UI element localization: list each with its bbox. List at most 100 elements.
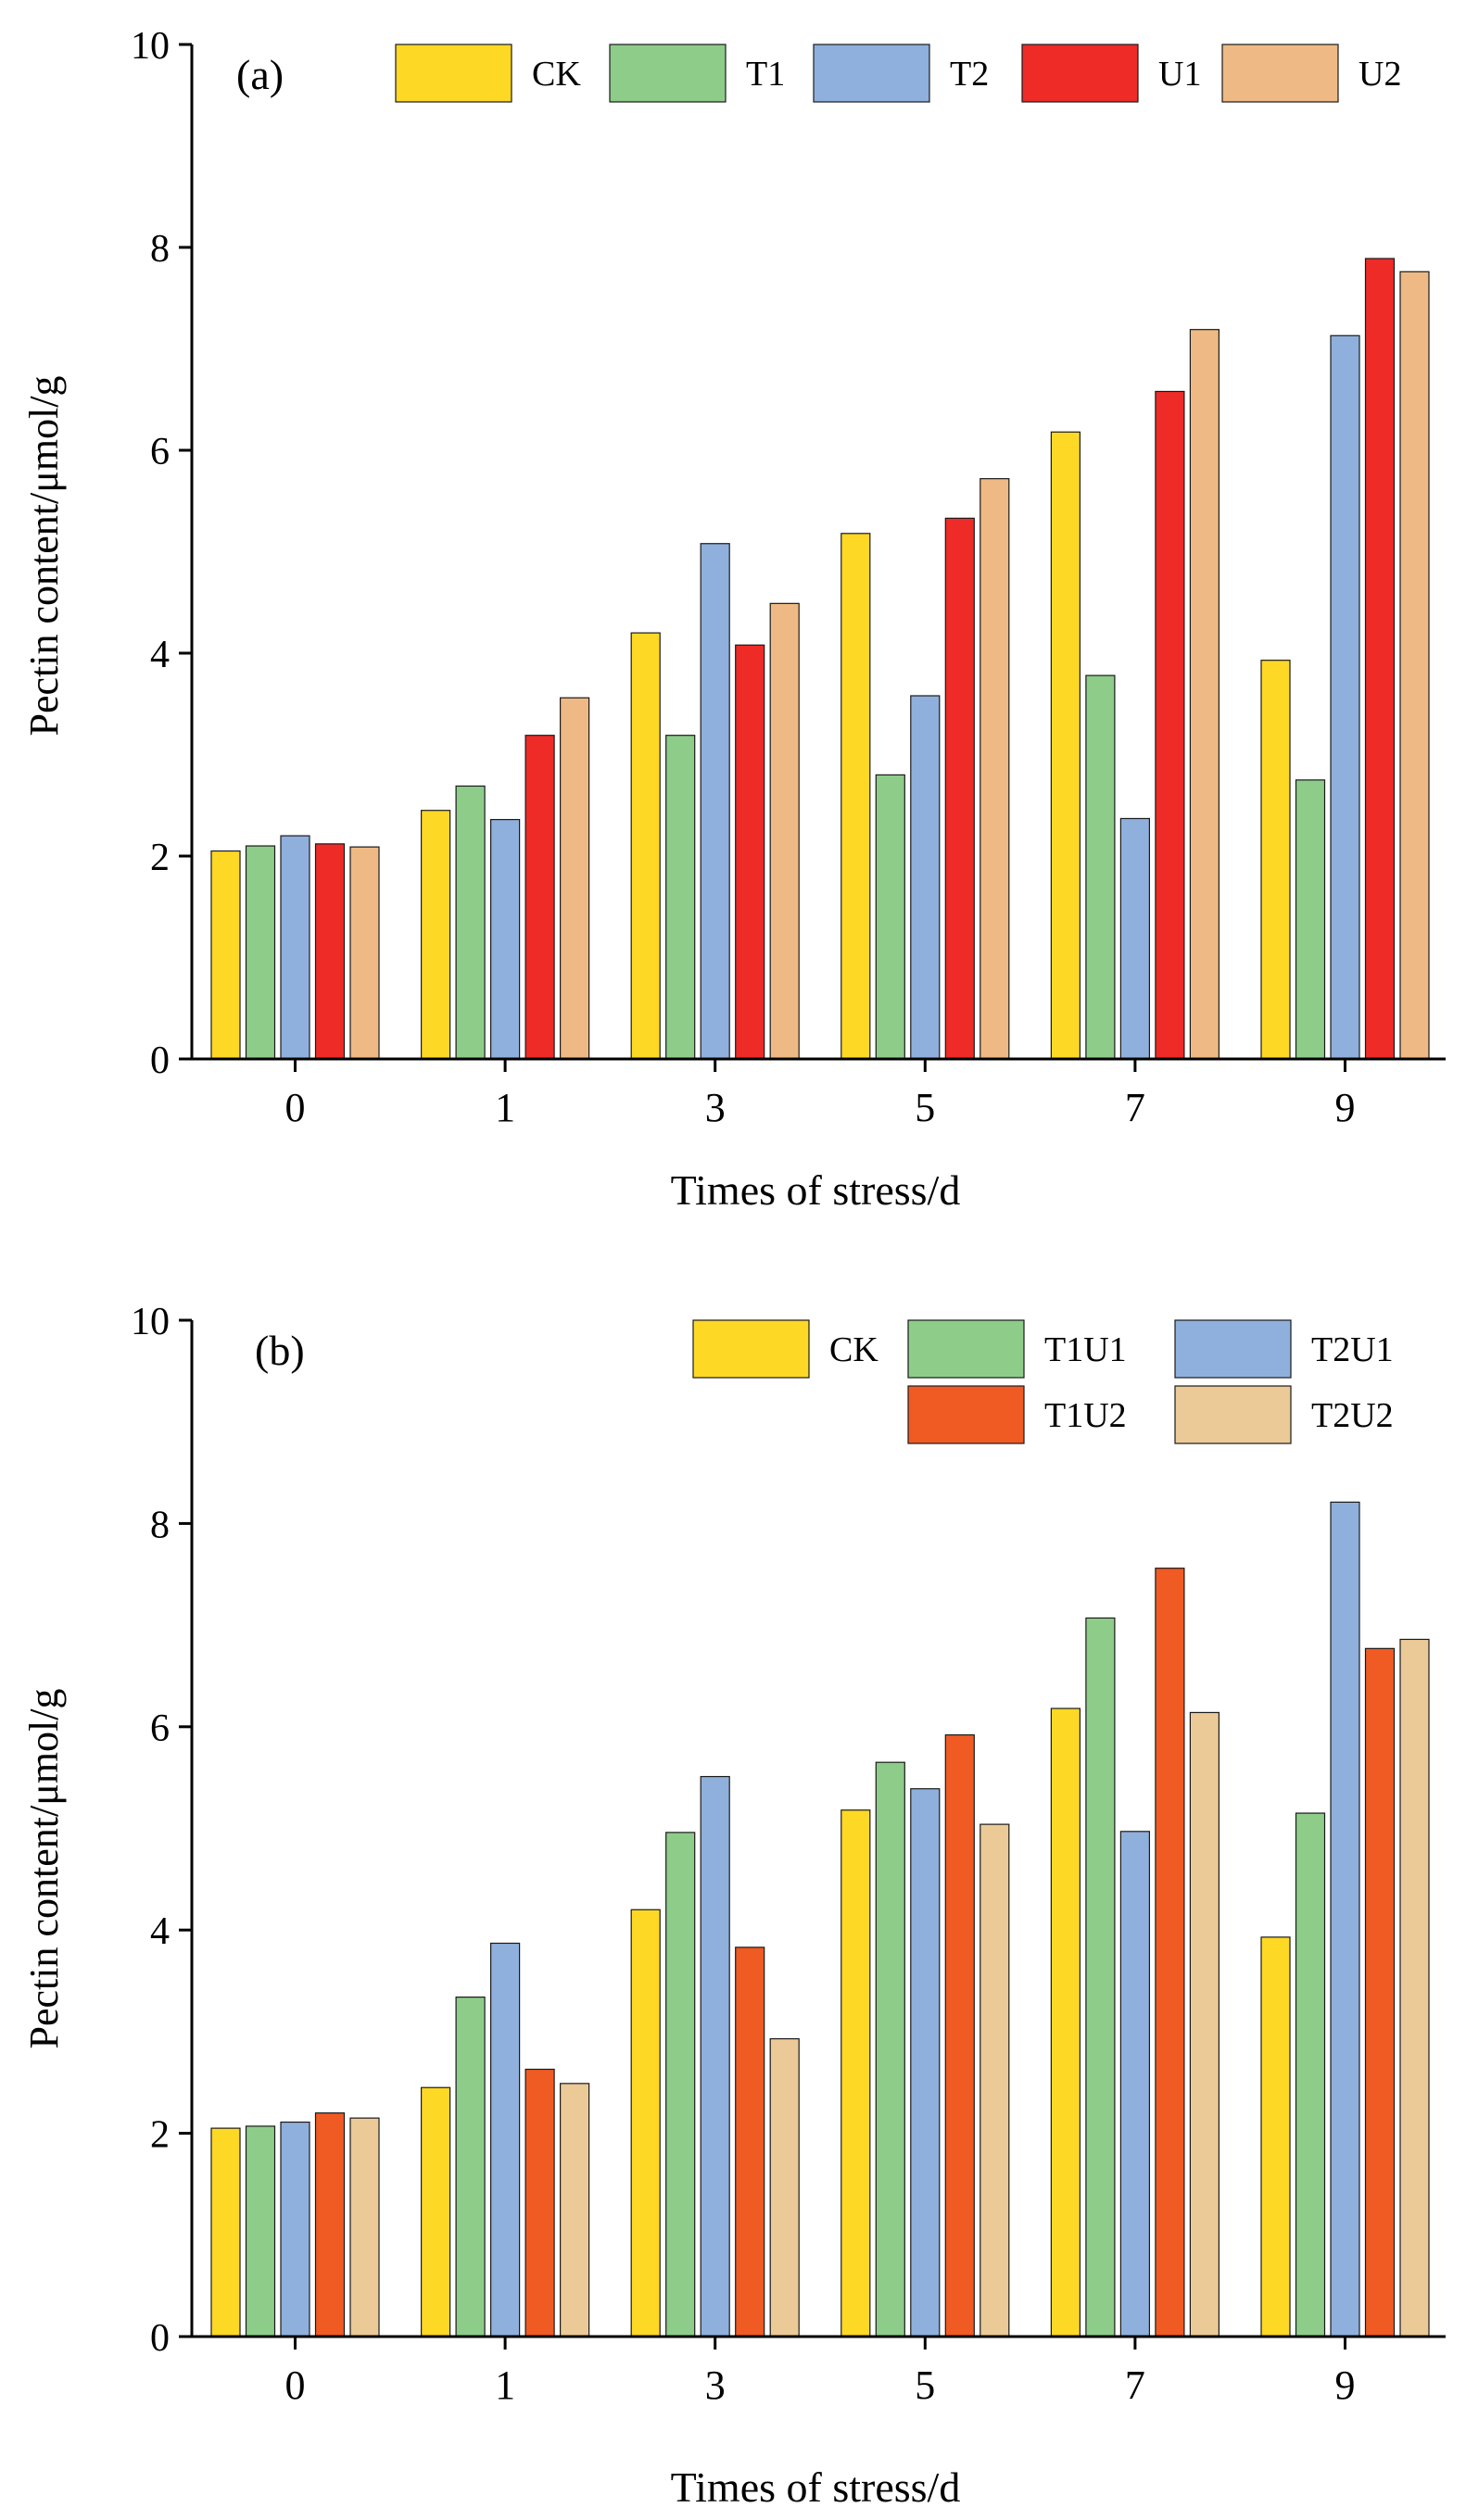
- bar-t1u1-day-7: [1085, 1617, 1116, 2337]
- legend-swatch-u1: [1021, 44, 1139, 103]
- bar-t2u1-day-5: [910, 1788, 941, 2337]
- bar-t2u2-day-7: [1189, 1711, 1220, 2337]
- y-tick-label: 4: [150, 1910, 170, 1953]
- y-tick-label: 6: [150, 431, 170, 473]
- legend-swatch-t1u2: [907, 1385, 1025, 1444]
- y-axis-label: Pectin content/μmol/g: [21, 376, 67, 737]
- x-tick-label: 3: [705, 1085, 726, 1130]
- bar-t1u2-day-3: [735, 1947, 765, 2337]
- bar-t2u1-day-3: [700, 1775, 730, 2337]
- bar-t2u2-day-0: [349, 2117, 380, 2337]
- legend-label-t1u1: T1U1: [1044, 1330, 1127, 1369]
- y-tick-label: 10: [131, 1301, 170, 1343]
- legend-label-ck: CK: [532, 55, 581, 94]
- legend: CK T1 T2 U1 U2: [395, 44, 1401, 103]
- bar-t2u2-day-5: [979, 1823, 1010, 2337]
- bar-t1-day-0: [245, 845, 276, 1060]
- bar-ck-day-5: [840, 1809, 871, 2337]
- x-tick-label: 0: [285, 2362, 306, 2408]
- panel-label: (b): [255, 1327, 305, 1374]
- panel-label: (a): [236, 51, 284, 98]
- bar-ck-day-0: [210, 2127, 241, 2337]
- bar-t2-day-1: [489, 818, 521, 1060]
- bar-ck-day-9: [1260, 660, 1291, 1060]
- bar-ck-day-9: [1260, 1936, 1291, 2337]
- bar-ck-day-3: [630, 1909, 661, 2337]
- bar-t2u2-day-3: [769, 2037, 800, 2337]
- x-axis-label: Times of stress/d: [671, 1166, 961, 1214]
- legend-label-t2u2: T2U2: [1311, 1396, 1394, 1435]
- legend-label-u1: U1: [1158, 55, 1201, 94]
- bar-t1u2-day-5: [944, 1733, 975, 2337]
- legend-label-t2u1: T2U1: [1311, 1330, 1394, 1369]
- y-tick-label: 8: [150, 1504, 170, 1546]
- bar-t2u1-day-0: [280, 2121, 310, 2337]
- bars: [210, 258, 1430, 1060]
- bar-u1-day-9: [1364, 258, 1396, 1060]
- y-tick-label: 2: [150, 2114, 170, 2157]
- legend-swatch-u2: [1221, 44, 1339, 103]
- bar-u2-day-7: [1189, 329, 1220, 1060]
- bar-ck-day-7: [1050, 1707, 1081, 2337]
- bar-t1u2-day-1: [524, 2068, 555, 2337]
- bar-t2-day-9: [1330, 334, 1360, 1060]
- y-tick-label: 4: [150, 634, 170, 676]
- bar-t1u2-day-0: [314, 2112, 346, 2337]
- bar-ck-day-5: [840, 533, 871, 1060]
- x-tick-label: 3: [705, 2362, 726, 2408]
- bar-t1-day-9: [1295, 779, 1326, 1060]
- legend-label-u2: U2: [1359, 55, 1401, 94]
- bar-t1u2-day-7: [1155, 1568, 1185, 2337]
- legend-swatch-t2: [813, 44, 930, 103]
- x-tick-label: 5: [915, 2362, 935, 2408]
- bar-t1u1-day-3: [665, 1832, 696, 2337]
- bar-u2-day-1: [559, 697, 590, 1060]
- x-tick-label: 9: [1335, 1085, 1356, 1130]
- bar-u2-day-9: [1399, 271, 1430, 1060]
- y-axis-label: Pectin content/μmol/g: [21, 1689, 67, 2049]
- bar-t2u1-day-9: [1330, 1501, 1360, 2337]
- y-tick-label: 2: [150, 837, 170, 879]
- bar-t1u1-day-9: [1295, 1812, 1326, 2337]
- bar-u1-day-3: [735, 644, 765, 1060]
- x-axis-label: Times of stress/d: [671, 2463, 961, 2511]
- legend-label-ck: CK: [829, 1330, 878, 1369]
- legend-swatch-t2u1: [1174, 1319, 1292, 1379]
- legend-swatch-t2u2: [1174, 1385, 1292, 1444]
- bar-t1u1-day-0: [245, 2125, 276, 2337]
- legend-swatch-t1: [609, 44, 727, 103]
- bar-u2-day-5: [979, 478, 1010, 1060]
- x-tick-label: 1: [495, 2362, 515, 2408]
- bar-u1-day-5: [944, 517, 975, 1060]
- bar-t2u2-day-1: [559, 2083, 590, 2337]
- legend-swatch-t1u1: [907, 1319, 1025, 1379]
- bar-t2u1-day-7: [1119, 1831, 1151, 2337]
- bar-t1u2-day-9: [1364, 1647, 1396, 2337]
- x-tick-label: 5: [915, 1085, 935, 1130]
- bar-t1-day-1: [455, 785, 486, 1060]
- bar-ck-day-3: [630, 632, 661, 1060]
- bar-t1-day-3: [665, 735, 696, 1060]
- legend-label-t1u2: T1U2: [1044, 1396, 1127, 1435]
- bar-u2-day-3: [769, 602, 800, 1060]
- legend-swatch-ck: [395, 44, 512, 103]
- bar-ck-day-1: [421, 2086, 451, 2337]
- bar-ck-day-0: [210, 850, 241, 1060]
- panel-b: Pectin content/μmol/g Times of stress/d …: [21, 1301, 1446, 2511]
- bar-t2-day-3: [700, 543, 730, 1060]
- bar-t2u1-day-1: [489, 1942, 521, 2337]
- y-tick-label: 0: [150, 2317, 170, 2360]
- y-tick-label: 6: [150, 1707, 170, 1750]
- bars: [210, 1501, 1430, 2337]
- panel-a: Pectin content/μmol/g Times of stress/d …: [21, 25, 1446, 1214]
- legend-label-t2: T2: [950, 55, 989, 94]
- x-tick-label: 7: [1125, 1085, 1145, 1130]
- bar-t1-day-5: [875, 774, 905, 1060]
- bar-t2-day-5: [910, 695, 941, 1060]
- bar-u1-day-0: [314, 843, 346, 1060]
- y-tick-label: 0: [150, 1040, 170, 1082]
- x-tick-label: 7: [1125, 2362, 1145, 2408]
- bar-u2-day-0: [349, 846, 380, 1060]
- y-tick-label: 8: [150, 228, 170, 271]
- bar-t2u2-day-9: [1399, 1638, 1430, 2337]
